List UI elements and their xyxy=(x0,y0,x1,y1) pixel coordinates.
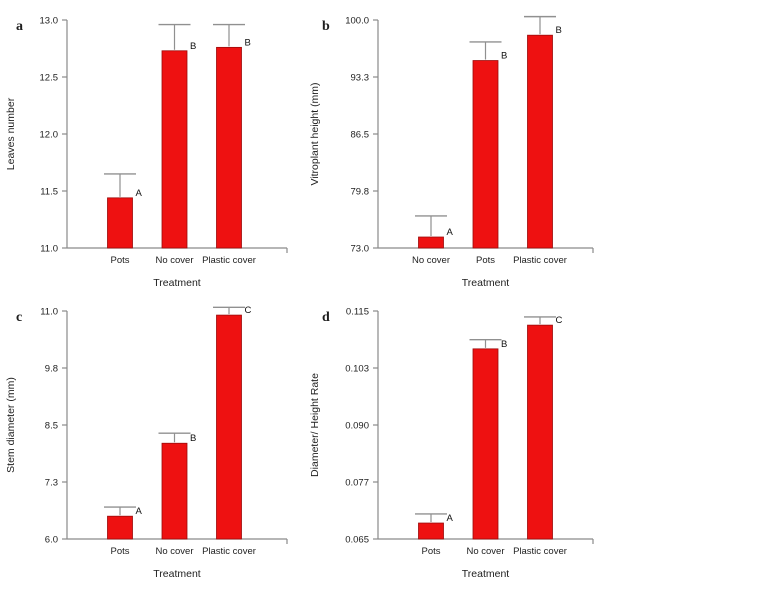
category-label: Plastic cover xyxy=(202,255,256,266)
bar xyxy=(472,348,499,540)
panel-c-chart: c 11.0 9.8 8.5 7.3 6.0 A Pots B No cover C Plastic … xyxy=(5,305,288,580)
y-tick-label: 6.0 xyxy=(45,535,58,546)
sig-letter: B xyxy=(190,41,196,52)
panel-d-chart: d 0.115 0.103 0.090 0.077 0.065 A Pots B No cover… xyxy=(309,307,594,580)
sig-letter: A xyxy=(447,513,454,524)
y-tick-label: 12.5 xyxy=(40,73,59,84)
sig-letter: A xyxy=(447,227,454,238)
x-axis-title: Treatment xyxy=(462,277,510,289)
bar xyxy=(107,515,133,540)
sig-letter: A xyxy=(136,506,143,517)
y-tick-label: 93.3 xyxy=(351,73,370,84)
sig-letter: B xyxy=(501,339,507,350)
y-axis-title: Diameter/ Height Rate xyxy=(309,373,321,477)
y-axis-title: Leaves number xyxy=(5,97,17,170)
bar xyxy=(216,46,242,249)
y-tick-label: 13.0 xyxy=(40,16,59,27)
y-tick-label: 8.5 xyxy=(45,421,58,432)
bar xyxy=(216,314,242,540)
bar xyxy=(161,442,188,540)
y-tick-label: 100.0 xyxy=(345,16,369,27)
panel-b-chart: b 100.0 93.3 86.5 79.8 73.0 A No cover B Pots B Pla… xyxy=(309,16,594,289)
category-label: Pots xyxy=(476,255,495,266)
y-tick-label: 12.0 xyxy=(40,130,59,141)
category-label: No cover xyxy=(466,546,504,557)
panel-letter: b xyxy=(322,19,330,34)
y-tick-label: 86.5 xyxy=(351,130,370,141)
sig-letter: B xyxy=(501,51,507,62)
sig-letter: C xyxy=(556,315,563,326)
category-label: Plastic cover xyxy=(513,255,567,266)
y-tick-label: 0.103 xyxy=(345,364,369,375)
category-label: No cover xyxy=(155,255,193,266)
bar xyxy=(527,34,553,249)
y-tick-label: 7.3 xyxy=(45,478,58,489)
y-tick-label: 11.0 xyxy=(40,244,58,255)
bar xyxy=(161,50,188,249)
y-tick-label: 9.8 xyxy=(45,364,58,375)
category-label: Pots xyxy=(110,546,129,557)
category-label: No cover xyxy=(412,255,450,266)
bar xyxy=(418,522,444,540)
x-axis-title: Treatment xyxy=(153,568,201,580)
x-axis-title: Treatment xyxy=(153,277,201,289)
panel-letter: d xyxy=(322,310,330,325)
bar xyxy=(527,324,553,540)
y-tick-label: 0.065 xyxy=(345,535,369,546)
bar xyxy=(107,197,133,249)
panel-letter: c xyxy=(16,310,22,325)
sig-letter: C xyxy=(245,305,252,316)
sig-letter: B xyxy=(556,25,562,36)
category-label: Pots xyxy=(110,255,129,266)
sig-letter: B xyxy=(245,37,251,48)
sig-letter: B xyxy=(190,433,196,444)
panel-letter: a xyxy=(16,19,23,34)
y-tick-label: 11.5 xyxy=(40,187,58,198)
bar xyxy=(418,236,444,249)
sig-letter: A xyxy=(136,188,143,199)
panel-a-chart: a 13.0 12.5 12.0 11.5 11.0 A Pots B No cover B Plas… xyxy=(5,16,288,289)
bar xyxy=(472,60,499,249)
y-tick-label: 11.0 xyxy=(40,307,58,318)
category-label: No cover xyxy=(155,546,193,557)
category-label: Plastic cover xyxy=(513,546,567,557)
category-label: Pots xyxy=(421,546,440,557)
y-tick-label: 0.077 xyxy=(345,478,369,489)
y-tick-label: 0.090 xyxy=(345,421,369,432)
x-axis-title: Treatment xyxy=(462,568,510,580)
y-axis-title: Vitroplant height (mm) xyxy=(309,82,321,185)
category-label: Plastic cover xyxy=(202,546,256,557)
y-tick-label: 79.8 xyxy=(351,187,370,198)
y-tick-label: 0.115 xyxy=(346,307,369,318)
y-tick-label: 73.0 xyxy=(351,244,370,255)
y-axis-title: Stem diameter (mm) xyxy=(5,377,17,473)
